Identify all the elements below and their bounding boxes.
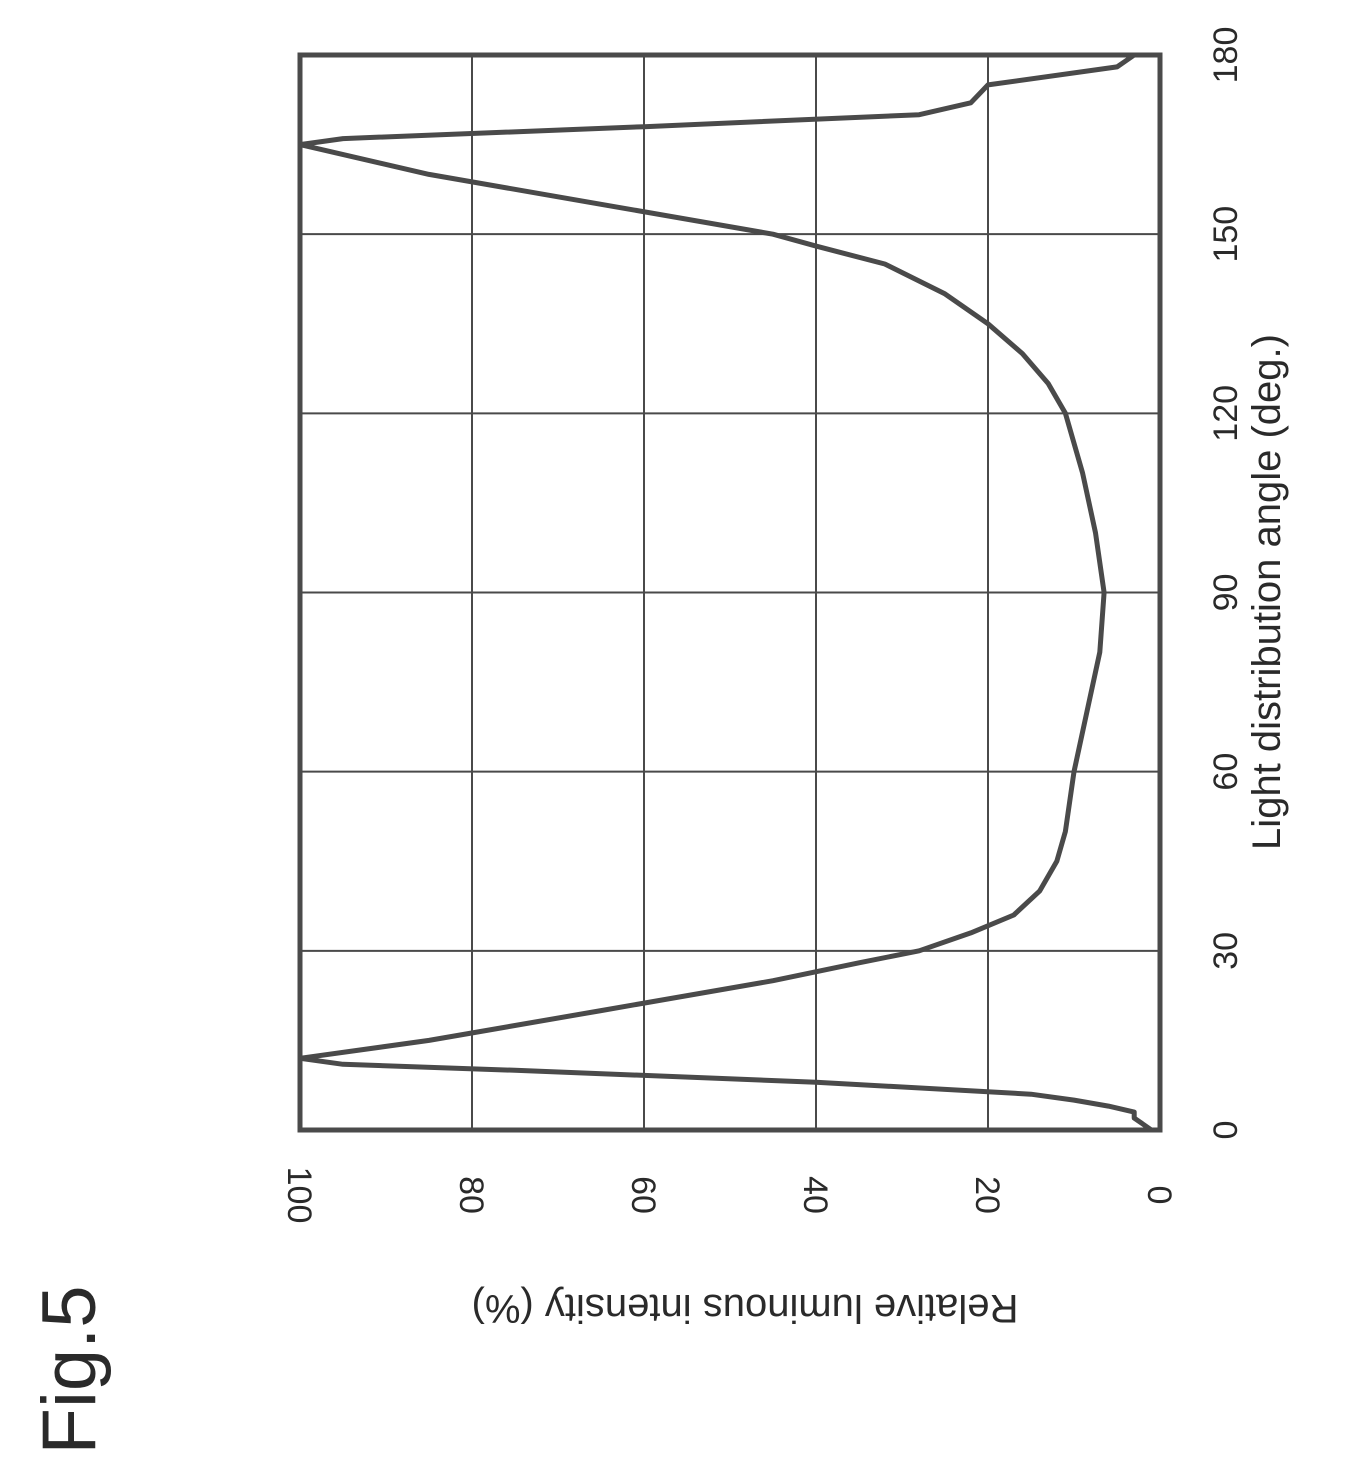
x-tick-label: 150 xyxy=(1207,206,1245,263)
tick-labels: 0 30 60 90 120 150 180 0 20 40 60 80 100 xyxy=(280,27,1245,1224)
y-axis-title: Relative luminous intensity (%) xyxy=(472,1286,1019,1330)
y-tick-label: 100 xyxy=(280,1167,318,1224)
y-tick-label: 40 xyxy=(796,1176,834,1214)
x-tick-label: 60 xyxy=(1207,753,1245,791)
plot-frame xyxy=(297,52,1163,1133)
y-tick-label: 0 xyxy=(1140,1186,1178,1205)
x-tick-label: 0 xyxy=(1207,1121,1245,1140)
x-tick-label: 180 xyxy=(1207,27,1245,84)
x-tick-label: 90 xyxy=(1207,574,1245,612)
y-tick-label: 60 xyxy=(624,1176,662,1214)
y-tick-label: 80 xyxy=(452,1176,490,1214)
grid-lines xyxy=(299,54,1161,1131)
x-tick-label: 120 xyxy=(1207,385,1245,442)
series-line xyxy=(297,52,1153,1133)
figure-label: Fig.5 xyxy=(27,1286,112,1455)
y-tick-label: 20 xyxy=(968,1176,1006,1214)
x-axis-title: Light distribution angle (deg.) xyxy=(1245,334,1289,850)
x-tick-label: 30 xyxy=(1207,932,1245,970)
